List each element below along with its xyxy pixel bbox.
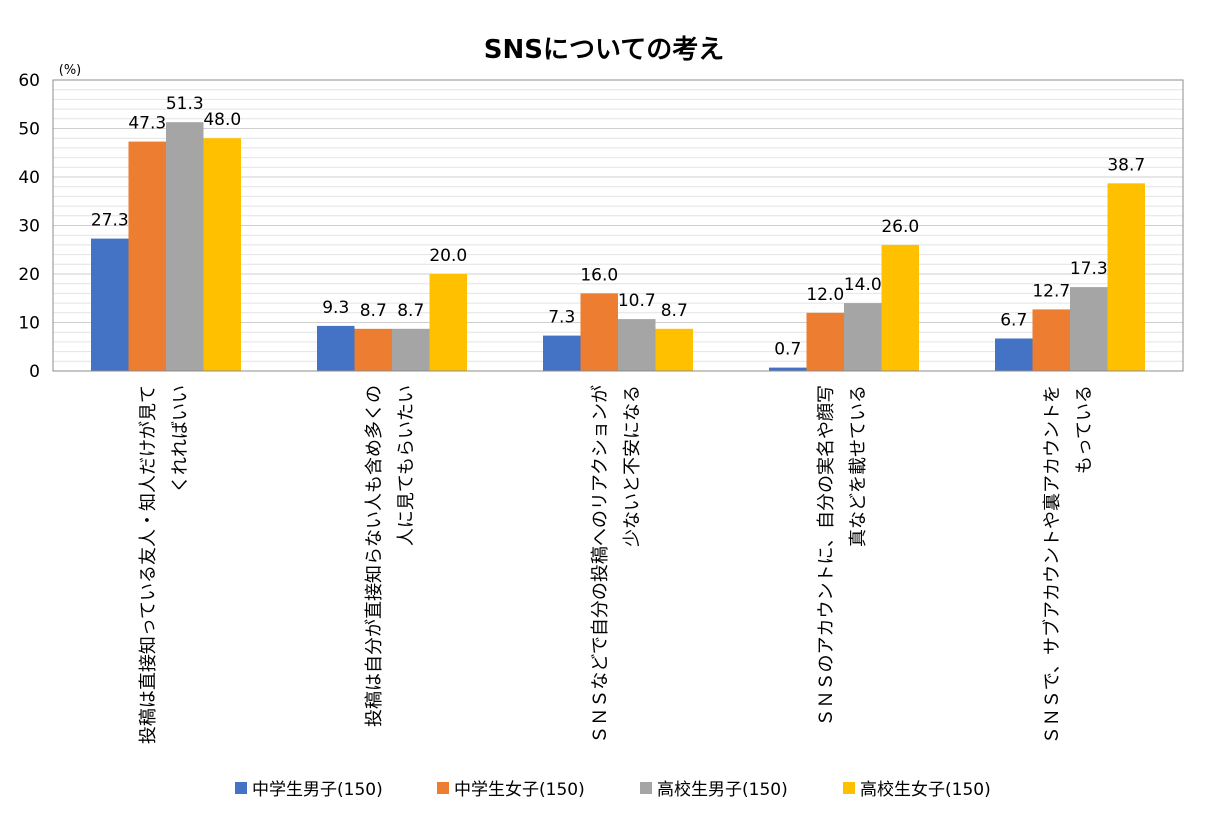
bar [128, 141, 166, 371]
bar [354, 328, 392, 371]
data-label: 6.7 [1000, 311, 1027, 331]
category-labels: 投稿は直接知っている友人・知人だけが見て くれればいい 投稿は自分が直接知らない人も… [138, 385, 1095, 744]
category-label: ＳＮＳで、サブアカウントや裏アカウントを もっている [1041, 385, 1095, 744]
bar [543, 335, 581, 371]
y-axis-unit-label: (%) [59, 63, 82, 78]
y-tick-label: 60 [18, 71, 40, 91]
bar [618, 319, 656, 371]
data-label: 12.7 [1032, 281, 1070, 301]
data-label: 7.3 [548, 308, 575, 328]
y-tick-label: 0 [29, 362, 40, 382]
legend-swatch [843, 782, 855, 794]
chart-title: SNSについての考え [484, 35, 724, 65]
category-label: ＳＮＳなどで自分の投稿へのリアクションが 少ないと不安になる [590, 385, 643, 744]
y-tick-label: 30 [18, 217, 40, 237]
data-label: 26.0 [881, 217, 919, 237]
legend-swatch [235, 782, 247, 794]
data-label: 14.0 [844, 275, 882, 295]
bar [1032, 309, 1070, 371]
data-label: 47.3 [128, 114, 166, 134]
bar [1107, 183, 1145, 371]
data-label: 17.3 [1070, 259, 1108, 279]
data-label: 10.7 [618, 291, 656, 311]
legend-label: 中学生男子(150) [252, 780, 383, 800]
bar [1070, 287, 1108, 371]
category-label-line: ＳＮＳで、サブアカウントや裏アカウントを [1041, 385, 1063, 744]
data-label: 20.0 [429, 246, 467, 266]
bar [91, 238, 129, 371]
y-tick-label: 10 [18, 314, 40, 334]
legend-swatch [640, 782, 652, 794]
bar [203, 138, 241, 371]
bar [317, 325, 355, 371]
category-label-line: 投稿は直接知っている友人・知人だけが見て [138, 385, 159, 744]
category-label: ＳＮＳのアカウントに、自分の実名や顔写 真などを載せている [816, 385, 869, 726]
data-label: 0.7 [774, 340, 801, 360]
data-label: 38.7 [1107, 155, 1145, 175]
data-labels: 27.3 47.351.348.0 9.3 8.7 8.7 20.0 7.3 16.010.7… [91, 94, 1145, 359]
data-label: 48.0 [203, 110, 241, 130]
category-label-line: ＳＮＳのアカウントに、自分の実名や顔写 [816, 385, 837, 726]
bar [392, 328, 430, 371]
data-label: 51.3 [166, 94, 204, 114]
bar [881, 244, 919, 371]
y-tick-label: 40 [18, 168, 40, 188]
category-label: 投稿は直接知っている友人・知人だけが見て くれればいい [138, 385, 191, 744]
data-label: 8.7 [360, 301, 387, 321]
category-label-line: 人に見てもらいたい [396, 385, 417, 546]
data-label: 8.7 [661, 301, 688, 321]
bar [844, 303, 882, 371]
bar [806, 312, 844, 371]
legend-label: 中学生女子(150) [454, 780, 585, 800]
bar [655, 328, 693, 371]
bar [429, 274, 467, 371]
y-tick-label: 50 [18, 120, 40, 140]
category-label-line: くれればいい [170, 385, 191, 493]
category-label-line: 少ないと不安になる [622, 385, 643, 547]
legend: 中学生男子(150) 中学生女子(150) 高校生男子(150) 高校生女子(150) [235, 780, 991, 800]
bar [166, 122, 204, 371]
bar [995, 338, 1033, 371]
y-tick-label: 20 [18, 265, 40, 285]
category-label: 投稿は自分が直接知らない人も含め多くの 人に見てもらいたい [364, 385, 417, 727]
y-axis-ticks: 0 10 20 30 40 50 60 [18, 71, 40, 382]
legend-label: 高校生女子(150) [860, 780, 991, 800]
bars [91, 122, 1145, 371]
category-label-line: 真などを載せている [848, 385, 869, 547]
data-label: 12.0 [806, 285, 844, 305]
category-label-line: 投稿は自分が直接知らない人も含め多くの [364, 385, 385, 727]
data-label: 27.3 [91, 211, 129, 231]
bar [580, 293, 618, 371]
category-label-line: もっている [1074, 385, 1095, 474]
bar [769, 367, 807, 371]
plot-area-frame [52, 79, 1184, 372]
legend-swatch [437, 782, 449, 794]
data-label: 16.0 [580, 265, 618, 285]
data-label: 9.3 [322, 298, 349, 318]
data-label: 8.7 [397, 301, 424, 321]
category-label-line: ＳＮＳなどで自分の投稿へのリアクションが [590, 385, 611, 744]
legend-label: 高校生男子(150) [657, 780, 788, 800]
